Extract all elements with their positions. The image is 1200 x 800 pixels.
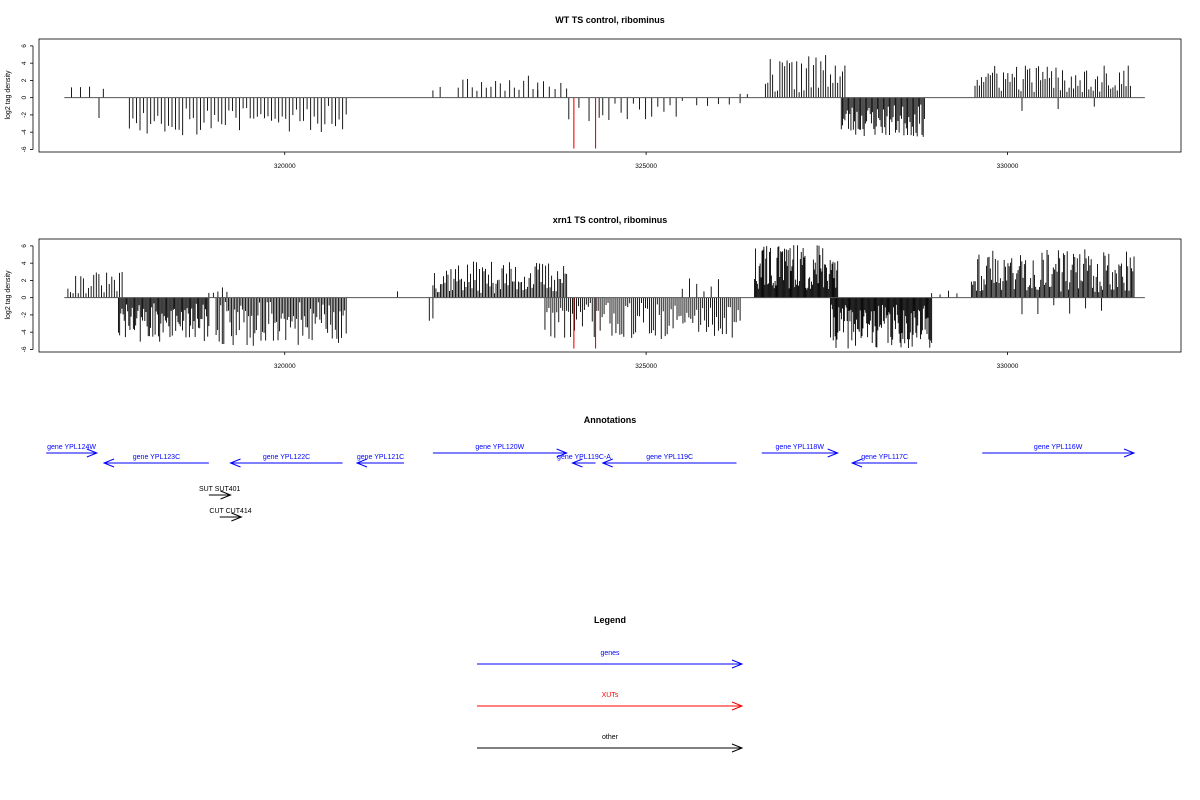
- legend-arrowhead-icon: [731, 743, 744, 753]
- legend-arrowhead-icon: [731, 659, 744, 669]
- annotation-arrowhead-icon: [556, 448, 568, 458]
- annotation-label: gene YPL122C: [263, 454, 310, 461]
- annotation-label: gene YPL119C: [646, 454, 693, 461]
- annotation-label: SUT SUT401: [199, 486, 241, 493]
- annotation-arrowhead-icon: [850, 458, 863, 468]
- annotation-feature: gene YPL118W: [761, 444, 840, 458]
- annotation-features: gene YPL124W gene YPL123C gene YPL122C gene…: [46, 444, 1136, 522]
- wt-x-axis: 320000 325000 330000: [274, 152, 1019, 170]
- annotation-label: gene YPL120W: [475, 444, 524, 451]
- legend-item-label: other: [602, 734, 619, 741]
- annotation-feature: gene YPL116W: [982, 444, 1136, 458]
- wt-y-tick-label: 2: [21, 78, 28, 82]
- legend-item: XUTs: [477, 692, 744, 711]
- xrn1-coverage-panel: xrn1 TS control, ribominus log2 tag dens…: [5, 215, 1182, 370]
- wt-y-tick-label: -2: [21, 112, 28, 118]
- legend: Legend genes XUTs other: [477, 615, 744, 753]
- annotation-arrowhead-icon: [355, 458, 368, 468]
- annotation-label: CUT CUT414: [209, 508, 251, 515]
- wt-coverage-panel: WT TS control, ribominus log2 tag densit…: [5, 15, 1182, 170]
- annotation-feature: gene YPL124W: [46, 444, 99, 458]
- annotation-label: gene YPL117C: [861, 454, 908, 461]
- annotation-arrowhead-icon: [601, 458, 613, 468]
- wt-x-tick-label: 325000: [635, 163, 657, 170]
- xrn1-panel-title: xrn1 TS control, ribominus: [553, 215, 668, 225]
- annotation-arrowhead-icon: [571, 458, 583, 468]
- xrn1-y-axis: -6 -4 -2 0 2 4 6: [21, 244, 34, 352]
- annotation-arrowhead-icon: [231, 512, 243, 522]
- annotation-label: gene YPL124W: [47, 444, 96, 451]
- xrn1-y-tick-label: 0: [21, 295, 28, 299]
- annotation-label: gene YPL116W: [1034, 444, 1083, 451]
- annotation-feature: gene YPL123C: [102, 454, 209, 468]
- legend-item: other: [477, 734, 744, 753]
- annotation-feature: gene YPL121C: [355, 454, 404, 468]
- wt-y-tick-label: 4: [21, 61, 28, 65]
- xrn1-y-tick-label: -6: [21, 346, 28, 352]
- xrn1-y-tick-label: -4: [21, 329, 28, 335]
- annotation-arrowhead-icon: [102, 458, 115, 468]
- legend-items: genes XUTs other: [477, 650, 744, 753]
- annotation-feature: CUT CUT414: [209, 508, 252, 522]
- wt-y-tick-label: -4: [21, 129, 28, 135]
- xrn1-x-tick-label: 320000: [274, 363, 296, 370]
- annotation-arrowhead-icon: [1123, 448, 1136, 458]
- wt-y-tick-label: 6: [21, 44, 28, 48]
- annotation-label: gene YPL119C-A: [557, 454, 611, 461]
- legend-title: Legend: [594, 615, 626, 625]
- wt-x-tick-label: 330000: [997, 163, 1019, 170]
- wt-xut-markers-layer: [573, 97, 597, 149]
- annotation-arrowhead-icon: [229, 458, 241, 468]
- xrn1-plot-frame: [38, 238, 1182, 353]
- xrn1-y-tick-label: 2: [21, 278, 28, 282]
- wt-y-axis: -6 -4 -2 0 2 4 6: [21, 44, 34, 152]
- xrn1-x-axis: 320000 325000 330000: [274, 352, 1019, 370]
- annotation-feature: gene YPL119C: [601, 454, 737, 468]
- legend-item-label: XUTs: [602, 692, 619, 699]
- xrn1-x-tick-label: 325000: [635, 363, 657, 370]
- xrn1-y-tick-label: 4: [21, 261, 28, 265]
- annotation-label: gene YPL123C: [133, 454, 180, 461]
- xrn1-y-tick-label: 6: [21, 244, 28, 248]
- wt-y-tick-label: 0: [21, 95, 28, 99]
- wt-bars-layer: [71, 55, 1131, 137]
- annotation-label: gene YPL118W: [776, 444, 825, 451]
- annotation-arrowhead-icon: [86, 448, 99, 458]
- annotation-feature: gene YPL122C: [229, 454, 343, 468]
- annotation-feature: SUT SUT401: [199, 486, 241, 500]
- wt-y-tick-label: -6: [21, 146, 28, 152]
- annotations-title: Annotations: [584, 415, 637, 425]
- annotation-arrowhead-icon: [827, 448, 840, 458]
- xrn1-y-tick-label: -2: [21, 312, 28, 318]
- wt-x-tick-label: 320000: [274, 163, 296, 170]
- legend-arrowhead-icon: [731, 701, 744, 711]
- annotation-label: gene YPL121C: [357, 454, 404, 461]
- legend-item-label: genes: [600, 650, 620, 657]
- legend-item: genes: [477, 650, 744, 669]
- wt-plot-frame: [38, 38, 1182, 153]
- xrn1-y-axis-label: log2 tag density: [5, 270, 12, 320]
- xrn1-xut-markers-layer: [573, 297, 597, 349]
- annotation-feature: gene YPL119C-A: [557, 454, 611, 468]
- xrn1-bars-layer: [67, 245, 1135, 349]
- annotation-arrowhead-icon: [220, 490, 232, 500]
- wt-y-axis-label: log2 tag density: [5, 70, 12, 120]
- annotation-feature: gene YPL117C: [850, 454, 918, 468]
- xrn1-x-tick-label: 330000: [997, 363, 1019, 370]
- wt-panel-title: WT TS control, ribominus: [555, 15, 665, 25]
- annotation-feature: gene YPL120W: [432, 444, 568, 458]
